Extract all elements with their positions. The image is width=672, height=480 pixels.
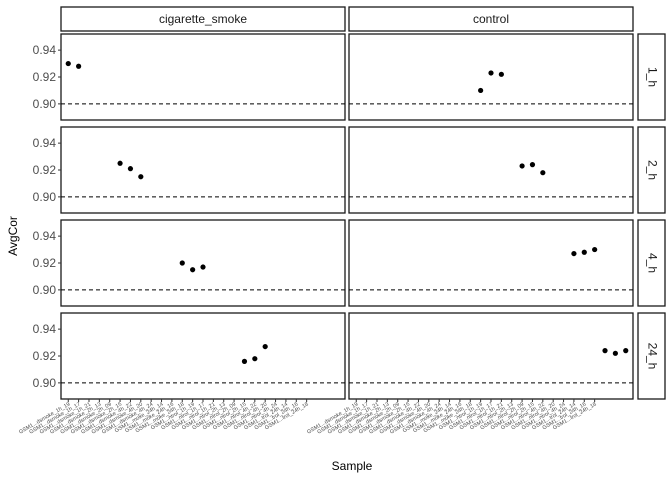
data-point xyxy=(612,350,618,356)
data-point xyxy=(190,267,196,273)
row-strip-label: 24_h xyxy=(645,343,659,370)
data-point xyxy=(252,356,258,362)
panel-border xyxy=(60,219,346,307)
panel-border xyxy=(348,126,634,214)
y-tick-label: 0.92 xyxy=(33,349,57,363)
data-point xyxy=(117,160,123,166)
column-strip xyxy=(348,6,634,32)
data-point xyxy=(478,87,484,94)
data-point xyxy=(581,249,587,255)
y-tick-label: 0.92 xyxy=(33,163,57,177)
data-point xyxy=(592,246,598,253)
y-tick-label: 0.94 xyxy=(33,322,57,336)
row-strip-label: 1_h xyxy=(645,67,659,87)
data-point xyxy=(623,348,629,354)
x-axis-title: Sample xyxy=(332,459,373,473)
row-strip-label: 4_h xyxy=(645,253,659,273)
panel-border xyxy=(348,312,634,400)
data-point xyxy=(529,162,536,168)
y-axis-title: AvgCor xyxy=(6,216,20,256)
data-point xyxy=(200,264,206,270)
row-strip xyxy=(637,312,666,400)
panel-border xyxy=(348,219,634,307)
y-tick-label: 0.90 xyxy=(33,97,57,111)
data-point xyxy=(519,163,525,169)
column-strip-label: cigarette_smoke xyxy=(159,12,247,26)
row-strip-label: 2_h xyxy=(645,160,659,180)
y-tick-label: 0.94 xyxy=(33,229,57,243)
data-point xyxy=(138,174,144,180)
data-point xyxy=(571,250,577,257)
panel-border xyxy=(348,33,634,121)
column-strip-label: control xyxy=(473,12,509,26)
data-point xyxy=(602,348,608,354)
data-point xyxy=(179,260,185,266)
data-point xyxy=(127,166,134,172)
data-point xyxy=(262,343,268,350)
row-strip xyxy=(637,33,666,121)
y-tick-label: 0.92 xyxy=(33,256,57,270)
panel-border xyxy=(60,33,346,121)
y-tick-label: 0.90 xyxy=(33,190,57,204)
row-strip xyxy=(637,219,666,307)
y-tick-label: 0.94 xyxy=(33,136,57,150)
y-tick-label: 0.90 xyxy=(33,283,57,297)
data-point xyxy=(241,358,248,364)
data-point xyxy=(76,63,82,69)
panel-border xyxy=(60,126,346,214)
data-point xyxy=(540,170,546,176)
y-tick-label: 0.94 xyxy=(33,43,57,57)
row-strip xyxy=(637,126,666,214)
column-strip xyxy=(60,6,346,32)
data-point xyxy=(498,71,504,77)
panel-border xyxy=(60,312,346,400)
data-point xyxy=(488,70,494,76)
y-tick-label: 0.90 xyxy=(33,376,57,390)
data-point xyxy=(65,60,71,67)
y-tick-label: 0.92 xyxy=(33,70,57,84)
